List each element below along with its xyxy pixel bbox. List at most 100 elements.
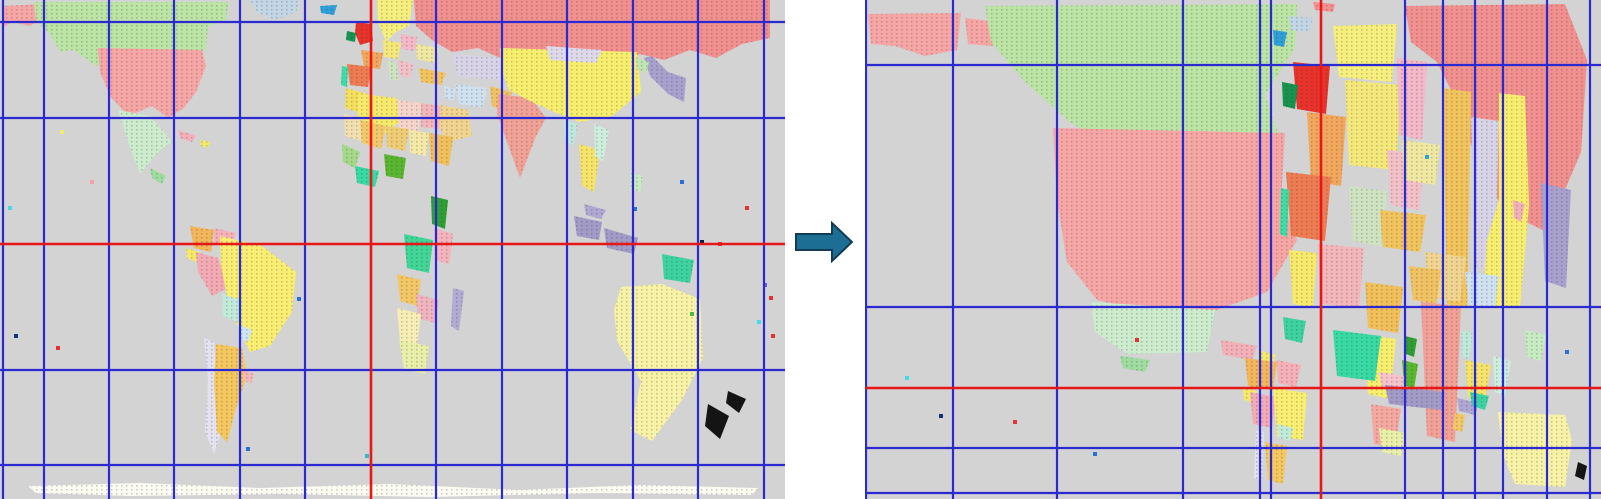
country-portugal-texture — [1280, 188, 1289, 237]
country-alaska-texture — [868, 13, 961, 56]
island-speck — [905, 376, 909, 380]
country-argentina-texture — [214, 344, 247, 442]
country-italy-texture — [1349, 186, 1387, 246]
right-arrow-shape — [795, 221, 853, 263]
country-france-texture — [1307, 112, 1346, 186]
country-greenland-texture — [250, 0, 300, 20]
island-speck — [1425, 155, 1429, 159]
country-new-zealand-north-texture — [726, 391, 746, 413]
map-gap — [785, 0, 865, 499]
country-new-zealand-south-texture — [705, 404, 729, 439]
world-map-standard-land — [2, 0, 775, 497]
country-egypt-texture — [1318, 244, 1364, 308]
country-mongolia-texture — [546, 46, 602, 63]
island-speck — [745, 206, 749, 210]
country-mali-texture — [360, 120, 386, 149]
country-bolivia-texture — [222, 294, 242, 322]
country-west-africa-texture — [1283, 317, 1306, 343]
country-india-texture — [497, 94, 546, 178]
country-dr-congo-texture — [404, 234, 433, 273]
country-nigeria-texture — [384, 154, 406, 179]
country-scandinavia-texture — [1333, 24, 1397, 82]
country-portugal-texture — [341, 66, 348, 87]
country-cuba-texture — [178, 130, 196, 142]
country-thailand-texture — [1465, 360, 1491, 401]
country-egypt-texture — [421, 103, 441, 129]
country-zambia-texture — [416, 294, 439, 323]
country-south-africa-texture — [399, 340, 429, 374]
country-greenland-texture — [1289, 16, 1313, 32]
country-new-zealand-texture — [1575, 462, 1587, 480]
island-speck — [700, 240, 704, 244]
country-kazakhstan-texture — [452, 54, 506, 80]
country-madagascar-texture — [1453, 413, 1465, 432]
island-speck — [1565, 350, 1569, 354]
country-venezuela-texture — [1277, 360, 1301, 387]
country-iceland-texture — [1273, 30, 1287, 47]
island-speck — [1013, 420, 1017, 424]
country-cuba-texture — [1221, 340, 1257, 360]
country-sudan-texture — [429, 133, 453, 166]
country-chad-texture — [409, 130, 429, 156]
country-italy-texture — [387, 60, 399, 81]
country-angola-texture — [397, 274, 421, 306]
country-australia-texture — [1498, 412, 1572, 487]
country-uruguay-texture — [244, 370, 254, 384]
world-map-standard — [0, 0, 785, 499]
country-indonesia-west-texture — [574, 216, 602, 240]
country-ethiopia-texture — [431, 196, 448, 229]
country-philippines-texture — [1525, 330, 1546, 361]
country-paraguay-texture — [238, 324, 252, 342]
island-speck — [939, 414, 943, 418]
country-antarctica-texture — [28, 483, 758, 497]
island-speck — [297, 297, 301, 301]
island-speck — [90, 180, 94, 184]
country-iran-texture — [1465, 272, 1499, 308]
country-indonesia-east-texture — [604, 228, 638, 254]
island-speck — [769, 296, 773, 300]
country-uk-texture — [355, 22, 373, 45]
world-map-cartogram — [865, 0, 1601, 499]
country-namibia-texture — [397, 308, 421, 346]
island-speck — [757, 320, 761, 324]
country-iceland-texture — [320, 5, 337, 15]
country-usa-texture — [1053, 128, 1297, 312]
country-vietnam-texture — [594, 124, 609, 162]
country-usa-texture — [98, 48, 206, 118]
country-madagascar-texture — [451, 288, 464, 331]
country-algeria-morocco-texture — [1289, 250, 1317, 308]
island-speck — [633, 207, 637, 211]
island-speck — [1093, 452, 1097, 456]
country-papua-new-guinea-texture — [662, 254, 694, 283]
country-malaysia-texture — [584, 204, 606, 219]
island-speck — [56, 346, 60, 350]
country-spain-texture — [1286, 172, 1331, 241]
island-speck — [365, 454, 369, 458]
country-japan-texture — [644, 56, 686, 102]
country-korea-texture — [636, 58, 649, 73]
island-speck — [771, 334, 775, 338]
country-ukraine-texture — [416, 44, 439, 63]
country-mexico-texture — [118, 110, 172, 174]
country-ireland-texture — [346, 31, 356, 42]
country-ecuador-texture — [186, 248, 200, 262]
island-speck — [60, 130, 64, 134]
country-iraq-texture — [444, 86, 456, 101]
island-speck — [680, 180, 684, 184]
country-japan-texture — [1541, 183, 1571, 288]
country-pakistan-texture — [1409, 266, 1441, 304]
country-spain-texture — [347, 64, 372, 87]
country-guatemala-texture — [1120, 356, 1150, 372]
country-korea-texture — [1513, 200, 1525, 222]
island-speck — [246, 447, 250, 451]
country-ghana-ivory-coast-texture — [355, 166, 379, 187]
country-libya-texture — [397, 100, 421, 131]
country-niger-texture — [386, 126, 409, 151]
country-kazakhstan-texture — [1443, 88, 1471, 308]
country-saudi-arabia-texture — [434, 104, 472, 142]
country-guatemala-texture — [150, 168, 166, 184]
island-speck — [690, 312, 694, 316]
country-turkey-texture — [419, 68, 446, 85]
country-peru-texture — [196, 252, 228, 296]
